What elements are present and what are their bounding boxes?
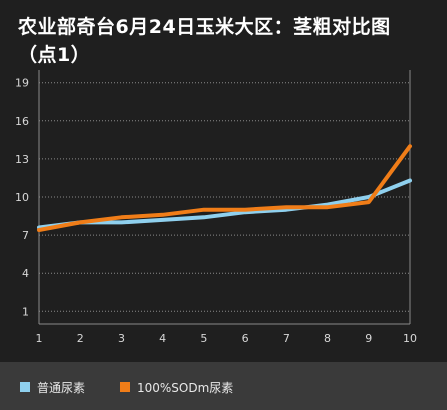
y-tick-label: 7 [22, 229, 29, 242]
legend-item-sodm-urea: 100%SODm尿素 [120, 380, 234, 395]
y-tick-label: 1 [22, 305, 29, 318]
series-line-1 [37, 144, 412, 232]
series-lines [37, 144, 412, 232]
x-tick-label: 6 [242, 332, 249, 345]
legend-label-regular-urea: 普通尿素 [37, 380, 86, 395]
tick-labels: 1 4 7 10 13 16 19 1 2 3 4 5 6 7 8 9 10 [15, 77, 417, 345]
legend-swatch-sodm-urea [120, 382, 130, 392]
chart-title-continuation: （点1） [18, 44, 91, 66]
axes [38, 70, 411, 325]
x-tick-label: 2 [77, 332, 84, 345]
x-tick-label: 9 [365, 332, 372, 345]
x-tick-label: 7 [283, 332, 290, 345]
legend-label-sodm-urea: 100%SODm尿素 [137, 380, 234, 395]
legend-item-regular-urea: 普通尿素 [20, 380, 86, 395]
x-tick-label: 1 [36, 332, 43, 345]
series-line-0 [37, 178, 412, 230]
y-tick-label: 16 [15, 115, 29, 128]
x-tick-label: 3 [118, 332, 125, 345]
y-tick-label: 10 [15, 191, 29, 204]
y-tick-label: 13 [15, 153, 29, 166]
legend [0, 362, 447, 410]
x-tick-label: 10 [403, 332, 417, 345]
chart-title: 农业部奇台6月24日玉米大区：茎粗对比图 [18, 16, 391, 38]
x-tick-label: 5 [200, 332, 207, 345]
y-tick-label: 4 [22, 267, 29, 280]
x-tick-label: 8 [324, 332, 331, 345]
y-tick-label: 19 [15, 77, 29, 90]
grid-lines [39, 82, 410, 312]
chart-plot: 1 4 7 10 13 16 19 1 2 3 4 5 6 7 8 9 10 [15, 70, 417, 345]
legend-swatch-regular-urea [20, 382, 30, 392]
x-tick-label: 4 [159, 332, 166, 345]
